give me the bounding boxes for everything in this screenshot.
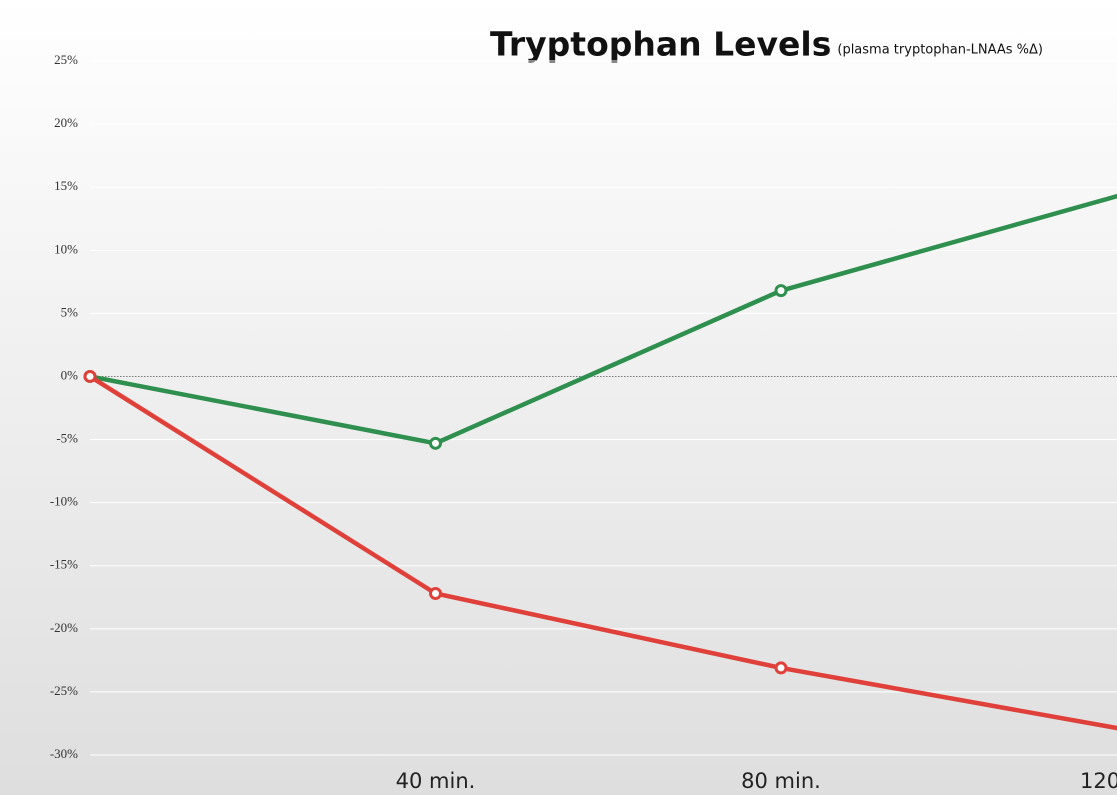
y-tick-label: -20%	[50, 620, 78, 635]
y-tick-label: -5%	[56, 431, 78, 446]
y-tick-label: -30%	[50, 746, 78, 761]
x-tick-label: 40 min.	[396, 769, 476, 793]
data-point	[774, 284, 788, 298]
y-tick-label: -15%	[50, 557, 78, 572]
y-tick-label: 25%	[54, 52, 78, 67]
data-point	[429, 436, 442, 450]
y-tick-label: -25%	[50, 683, 78, 698]
series-line	[88, 374, 1117, 731]
chart-title: Tryptophan Levels	[490, 25, 831, 64]
data-point	[774, 661, 788, 675]
y-tick-label: -10%	[50, 494, 78, 509]
data-point	[429, 586, 442, 600]
y-tick-label: 5%	[61, 304, 79, 319]
x-tick-label: 80 min.	[741, 769, 821, 793]
y-tick-label: 10%	[54, 241, 78, 256]
y-tick-label: 15%	[54, 178, 78, 193]
chart-subtitle: (plasma tryptophan-LNAAs %Δ)	[837, 43, 1043, 58]
y-tick-label: 20%	[54, 115, 78, 130]
data-point	[83, 369, 97, 383]
y-tick-label: 0%	[61, 367, 79, 382]
x-tick-label: 120 min.	[1080, 769, 1117, 793]
series-line	[89, 193, 1117, 446]
